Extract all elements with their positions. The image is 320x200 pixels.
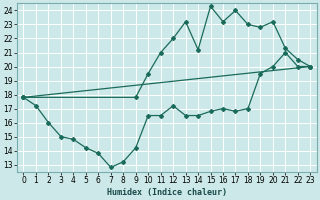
X-axis label: Humidex (Indice chaleur): Humidex (Indice chaleur) <box>107 188 227 197</box>
